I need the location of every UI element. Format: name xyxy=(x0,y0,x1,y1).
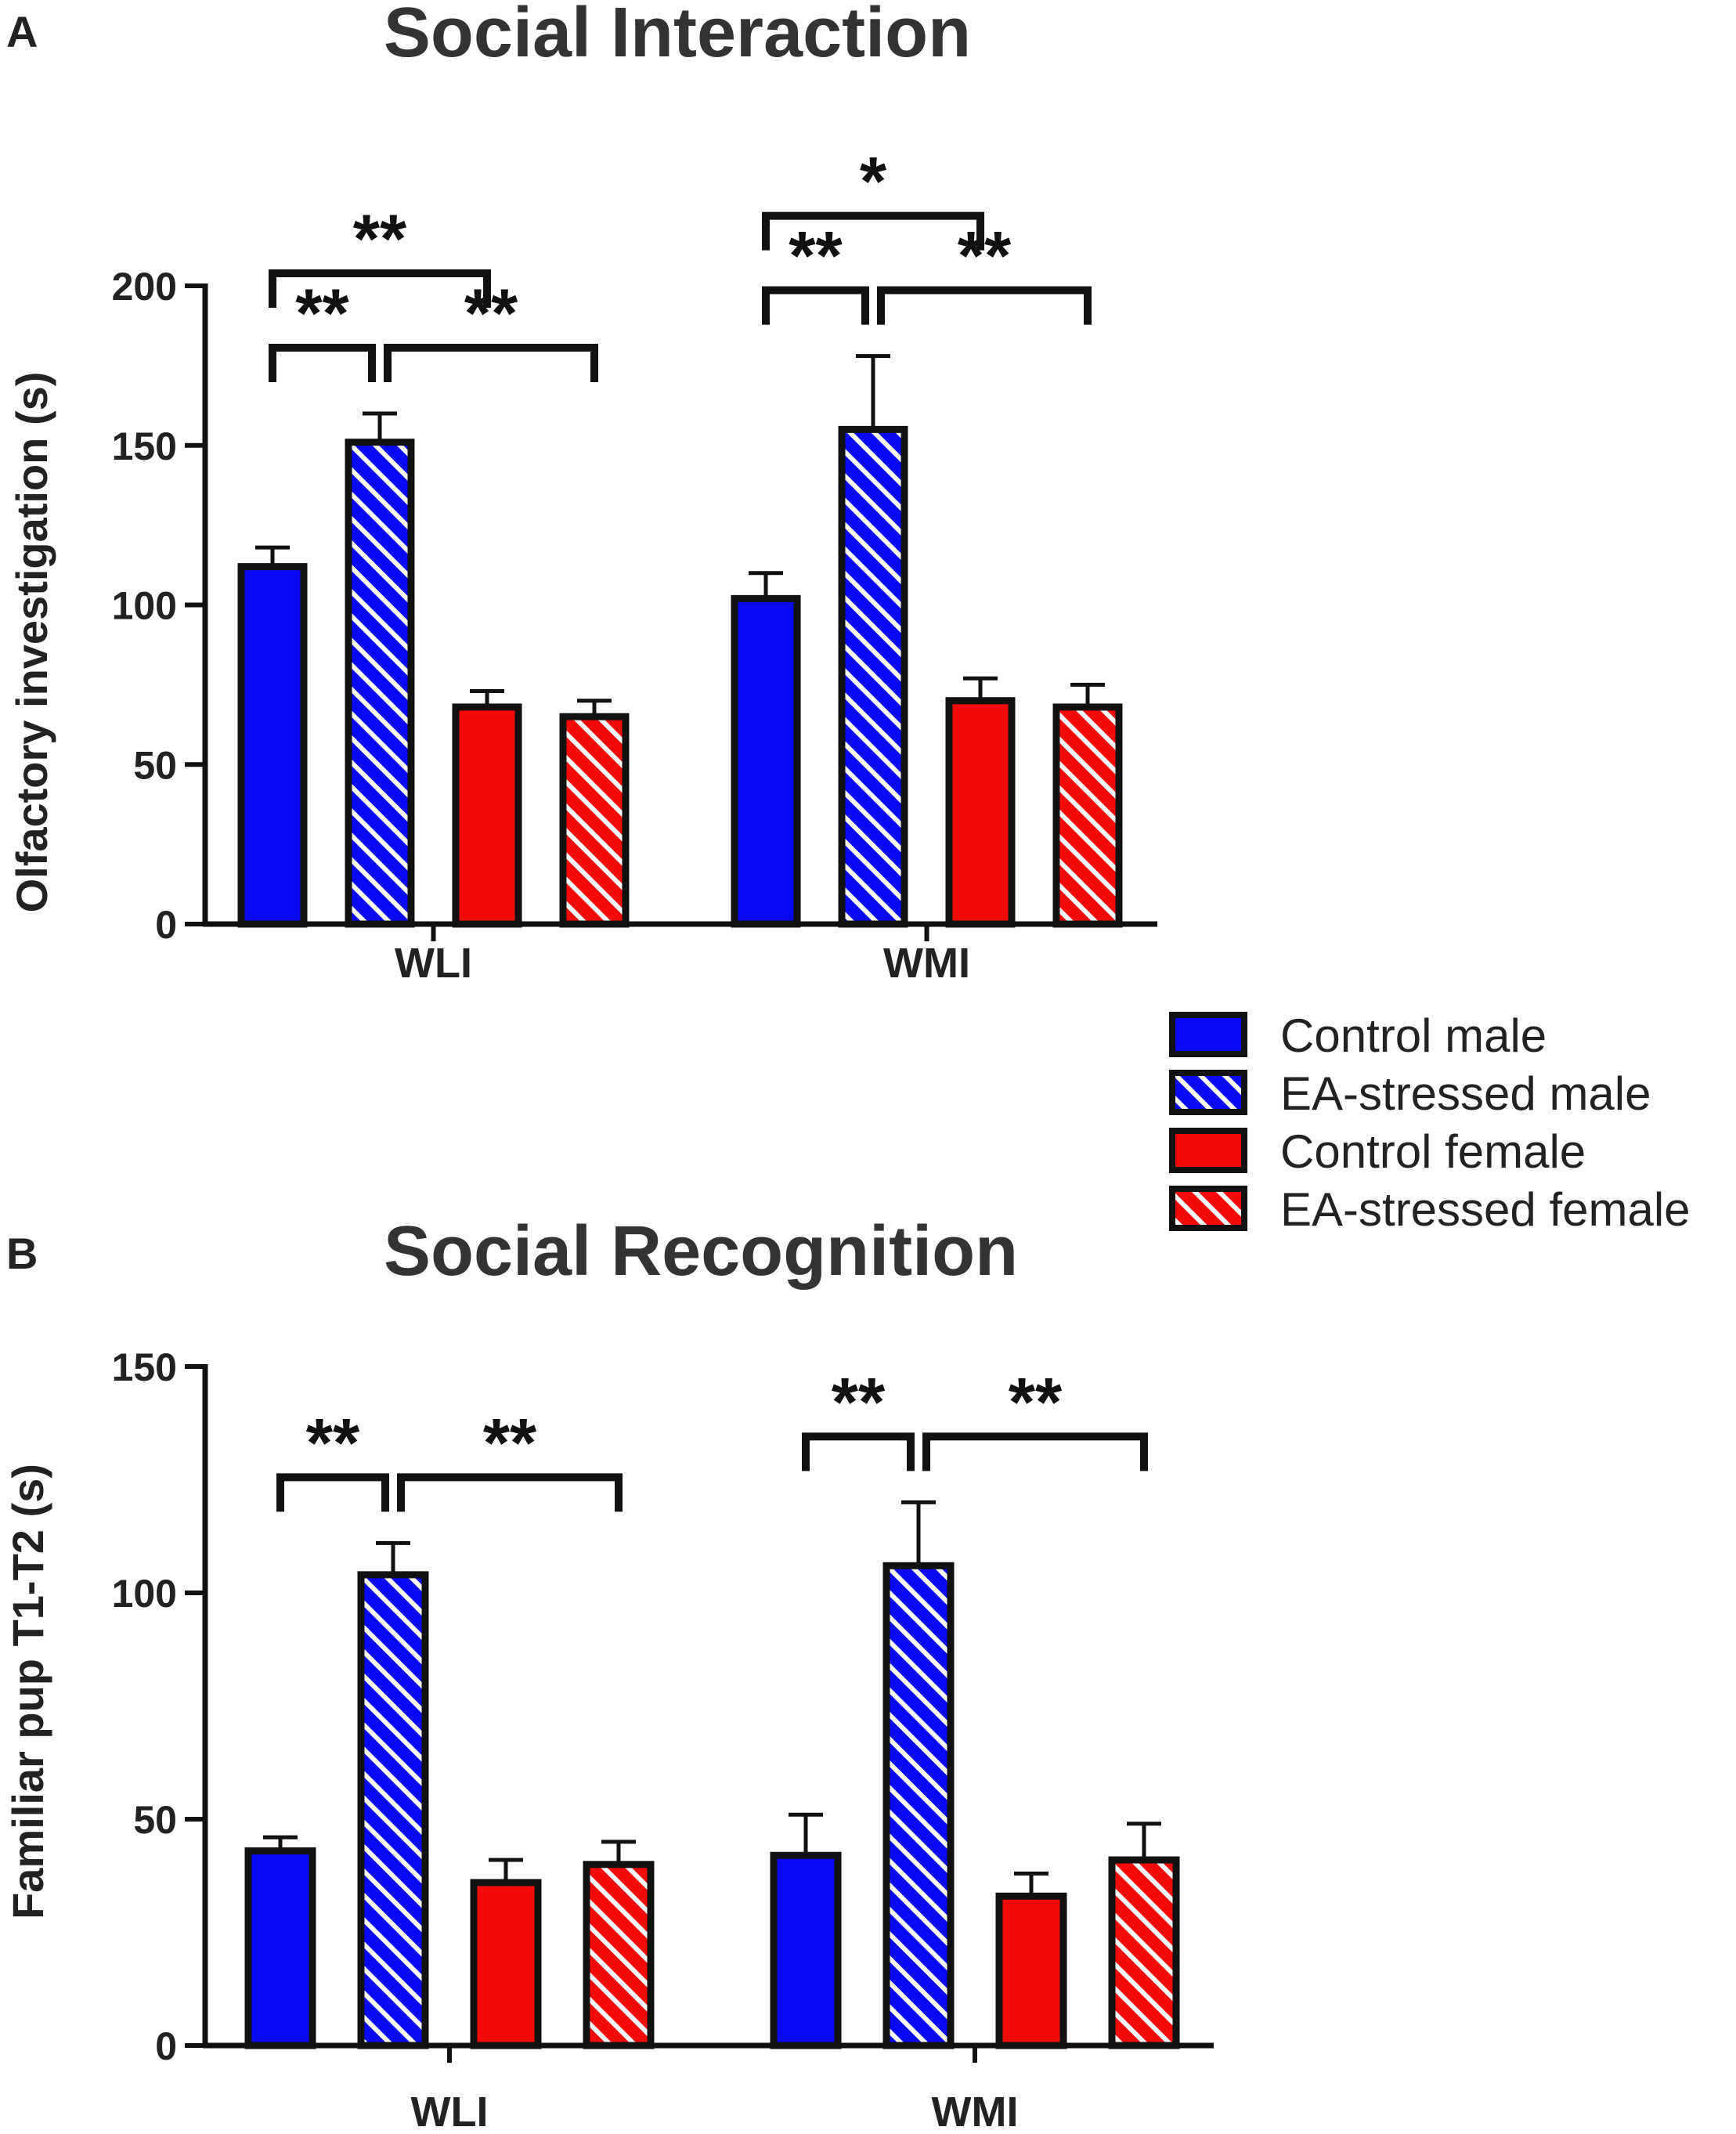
chart-a-significance-bracket xyxy=(877,286,1092,325)
legend-label-control-male: Control male xyxy=(1280,1009,1547,1062)
legend-swatch-control-female xyxy=(1169,1128,1247,1173)
legend-swatch-ea-stressed-female xyxy=(1169,1186,1247,1231)
chart-b-bar-ea-stressed-female-wmi xyxy=(1108,1856,1180,2049)
chart-b-significance-label: ** xyxy=(306,1403,360,1481)
panel-a-label: A xyxy=(6,7,38,56)
chart-a-significance-label: ** xyxy=(353,200,407,277)
chart-b-bar-ea-stressed-female-wli xyxy=(583,1861,655,2049)
legend-swatch-ea-stressed-male xyxy=(1169,1070,1247,1115)
chart-a-significance-bracket xyxy=(269,269,491,308)
chart-a-bar-control-male-wli xyxy=(237,563,308,928)
chart-b-y-tick-label: 150 xyxy=(112,1345,177,1389)
panel-b-title: Social Recognition xyxy=(384,1212,1018,1291)
chart-b-significance-bracket xyxy=(802,1432,915,1471)
chart-a-significance-label: ** xyxy=(958,217,1012,294)
chart-a-bar-ea-stressed-female-wmi xyxy=(1052,703,1123,928)
chart-a-significance-bracket xyxy=(384,344,598,382)
chart-a-significance-bracket xyxy=(762,286,869,325)
chart-b-bar-control-female-wmi xyxy=(995,1892,1067,2049)
chart-a-bar-control-female-wli xyxy=(452,703,522,928)
chart-a-significance-label: ** xyxy=(295,274,349,352)
chart-b-y-tick-label: 100 xyxy=(112,1572,177,1616)
panel-a-ylabel: Olfactory investigation (s) xyxy=(7,372,56,913)
chart-b-significance-bracket xyxy=(397,1473,623,1512)
chart-b-significance-label: ** xyxy=(1009,1363,1063,1440)
chart-a-significance-label: ** xyxy=(464,274,518,352)
chart-a-y-tick-label: 200 xyxy=(112,265,177,309)
panel-b-ylabel: Familiar pup T1-T2 (s) xyxy=(3,1464,52,1919)
chart-a-significance-bracket xyxy=(269,344,376,382)
chart-b-category-label-wmi: WMI xyxy=(932,2089,1019,2134)
chart-b-significance-bracket xyxy=(276,1473,389,1512)
chart-b-bar-control-female-wli xyxy=(470,1879,542,2049)
panel-a-title: Social Interaction xyxy=(384,0,971,72)
chart-a-significance-label: * xyxy=(860,143,887,220)
chart-a-bar-ea-stressed-male-wli xyxy=(345,439,415,928)
chart-a-category-label-wmi: WMI xyxy=(883,940,970,987)
chart-a-category-label-wli: WLI xyxy=(395,940,472,987)
chart-b-bar-control-male-wmi xyxy=(770,1851,842,2049)
chart-b-bar-control-male-wli xyxy=(244,1847,316,2049)
chart-a-significance-bracket xyxy=(762,211,984,251)
chart-b-bar-ea-stressed-male-wli xyxy=(357,1571,429,2049)
chart-b-y-tick-label: 50 xyxy=(133,1798,177,1842)
chart-a-y-tick-label: 50 xyxy=(133,743,177,787)
chart-a-y-tick-label: 0 xyxy=(155,903,177,947)
chart-a-y-tick-label: 100 xyxy=(112,584,177,628)
legend-label-control-female: Control female xyxy=(1280,1125,1586,1178)
legend-swatch-control-male xyxy=(1169,1012,1247,1057)
chart-a-significance-label: ** xyxy=(789,217,843,294)
chart-b-significance-bracket xyxy=(922,1432,1148,1471)
chart-b-significance-label: ** xyxy=(832,1363,886,1440)
legend-label-ea-stressed-male: EA-stressed male xyxy=(1280,1067,1651,1120)
chart-a-y-tick-label: 150 xyxy=(112,424,177,468)
chart-b-category-label-wli: WLI xyxy=(411,2089,489,2134)
chart-b-plot: 0 50 100 150 WLI ** ** WMI ** ** xyxy=(112,1345,1214,2134)
chart-b-bar-ea-stressed-male-wmi xyxy=(882,1562,955,2049)
legend-label-ea-stressed-female: EA-stressed female xyxy=(1280,1183,1691,1236)
chart-a-bar-ea-stressed-male-wmi xyxy=(838,425,908,928)
panel-b-label: B xyxy=(6,1229,38,1278)
chart-a-bar-control-female-wmi xyxy=(945,697,1016,928)
chart-a-bar-ea-stressed-female-wli xyxy=(559,713,630,928)
chart-a-bar-control-male-wmi xyxy=(731,594,801,928)
chart-b-significance-label: ** xyxy=(483,1403,537,1481)
legend: Control male EA-stressed male Control fe… xyxy=(1169,1009,1691,1236)
chart-b-y-tick-label: 0 xyxy=(155,2024,177,2068)
